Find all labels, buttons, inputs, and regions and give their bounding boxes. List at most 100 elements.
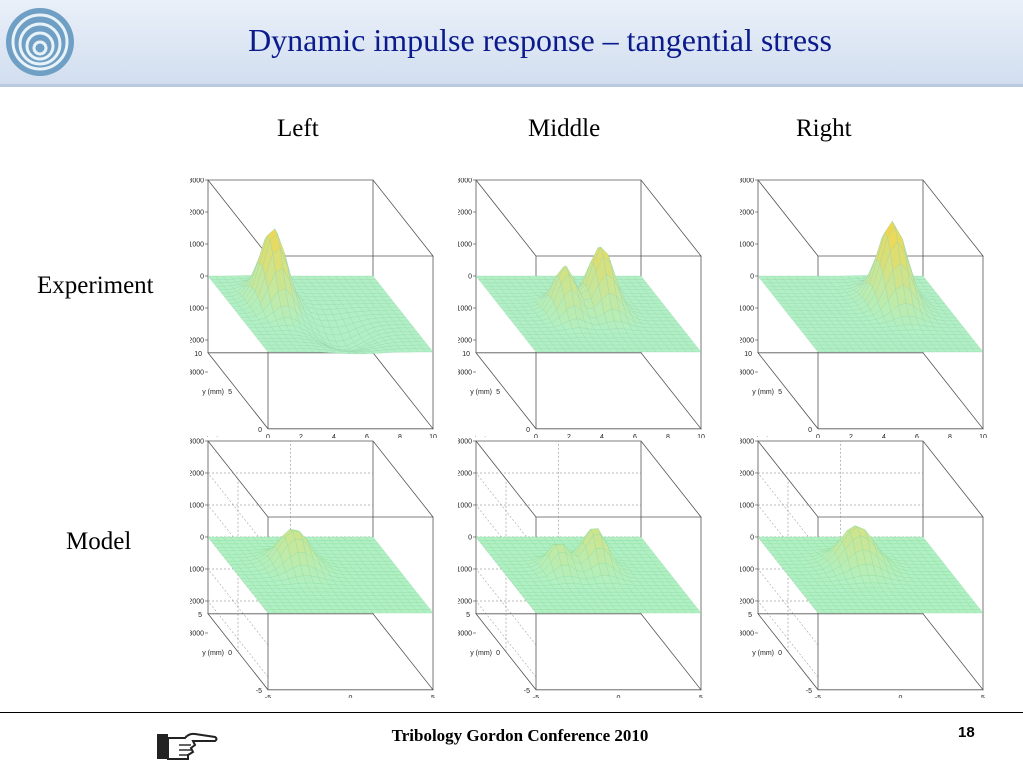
z-axis-label: σx (Pa) — [464, 436, 487, 437]
x-tick-label: 2 — [567, 434, 571, 438]
z-tick-label: 2000 — [458, 210, 472, 217]
x-tick-label: 6 — [915, 434, 919, 438]
plot-box-top — [475, 179, 702, 257]
z-tick-label: 2000 — [740, 471, 754, 478]
z-tick-label: -2000 — [740, 599, 754, 606]
y-tick-label: 5 — [496, 389, 500, 396]
z-tick-label: -2000 — [190, 599, 204, 606]
pointing-hand-icon[interactable] — [155, 728, 219, 762]
x-tick-label: 4 — [882, 434, 886, 438]
y-tick-label: 10 — [462, 351, 470, 358]
z-tick-label: -3000 — [458, 631, 472, 638]
header-bar — [0, 0, 1023, 84]
z-tick-label: 0 — [468, 274, 472, 281]
x-tick-label: 0 — [534, 434, 538, 438]
plot-box-bottom — [475, 613, 702, 691]
surface-cell — [422, 348, 434, 353]
y-tick-label: 0 — [228, 650, 232, 657]
x-tick-label: 6 — [633, 434, 637, 438]
z-tick-label: -1000 — [190, 306, 204, 313]
y-axis-label: y (mm) — [470, 650, 492, 657]
x-tick-label: -5 — [265, 695, 271, 698]
z-tick-label: 2000 — [458, 471, 472, 478]
z-tick-label: 0 — [750, 535, 754, 542]
plot-experiment-right: 3000 2000 1000 0 -1000 -2000 -3000 σx (Pa) 0 2 4 6 8… — [740, 178, 987, 438]
footer-divider — [0, 712, 1023, 713]
y-tick-label: -5 — [256, 688, 262, 695]
z-tick-label: -1000 — [740, 567, 754, 574]
x-tick-label: 8 — [948, 434, 952, 438]
column-label-left: Left — [277, 115, 319, 142]
surface-cell — [972, 609, 984, 614]
plot-box-bottom — [757, 352, 984, 430]
y-tick-label: 5 — [198, 612, 202, 619]
x-tick-label: 0 — [816, 434, 820, 438]
x-tick-label: 0 — [617, 695, 621, 698]
y-tick-label: 0 — [526, 427, 530, 434]
z-tick-label: 0 — [200, 535, 204, 542]
z-tick-label: 1000 — [740, 503, 754, 510]
y-tick-label: 0 — [496, 650, 500, 657]
x-tick-label: 0 — [349, 695, 353, 698]
plot-box-top — [475, 440, 702, 518]
footer-conference: Tribology Gordon Conference 2010 — [391, 726, 649, 745]
z-tick-label: 1000 — [740, 242, 754, 249]
column-label-right: Right — [796, 115, 852, 142]
z-tick-label: -3000 — [740, 370, 754, 377]
z-tick-label: 1000 — [190, 503, 204, 510]
header-divider — [0, 84, 1023, 87]
z-tick-label: 3000 — [740, 439, 754, 446]
x-tick-label: 5 — [431, 695, 435, 698]
y-tick-label: 5 — [466, 612, 470, 619]
z-tick-label: -3000 — [190, 631, 204, 638]
z-tick-label: 1000 — [190, 242, 204, 249]
y-tick-label: 0 — [258, 427, 262, 434]
z-tick-label: 0 — [468, 535, 472, 542]
plot-group: 3000 2000 1000 0 -1000 -2000 -3000 σx (Pa) 0 2 4 6 8… — [190, 178, 437, 438]
x-tick-label: 0 — [266, 434, 270, 438]
z-tick-label: -1000 — [458, 567, 472, 574]
z-tick-label: -1000 — [190, 567, 204, 574]
z-tick-label: 3000 — [740, 178, 754, 185]
x-tick-label: 10 — [429, 434, 437, 438]
z-tick-label: -3000 — [458, 370, 472, 377]
fingerprint-logo-icon — [6, 8, 74, 76]
z-tick-label: -2000 — [458, 599, 472, 606]
surface-cell — [690, 609, 702, 614]
plot-box-top — [757, 440, 984, 518]
slide-title: Dynamic impulse response – tangential st… — [248, 22, 832, 58]
x-tick-label: 5 — [699, 695, 703, 698]
y-tick-label: -5 — [806, 688, 812, 695]
surface-cell — [422, 609, 434, 614]
y-tick-label: 5 — [748, 612, 752, 619]
plot-box-bottom — [207, 613, 434, 691]
y-tick-label: 5 — [778, 389, 782, 396]
x-tick-label: 8 — [666, 434, 670, 438]
z-tick-label: 1000 — [458, 242, 472, 249]
x-tick-label: 10 — [979, 434, 987, 438]
plot-box-bottom — [207, 352, 434, 430]
z-tick-label: 3000 — [458, 439, 472, 446]
plot-group: 3000 2000 1000 0 -1000 -2000 -3000 σx (Pa) 0 2 4 6 8… — [740, 178, 987, 438]
plot-experiment-middle: 3000 2000 1000 0 -1000 -2000 -3000 σx (Pa) 0 2 4 6 8… — [458, 178, 705, 438]
y-tick-label: 0 — [808, 427, 812, 434]
plot-box-top — [757, 179, 984, 257]
y-tick-label: 10 — [744, 351, 752, 358]
z-tick-label: 3000 — [190, 439, 204, 446]
row-label-model: Model — [66, 528, 132, 555]
plot-box-top — [207, 179, 434, 257]
z-tick-label: 0 — [200, 274, 204, 281]
z-tick-label: 2000 — [740, 210, 754, 217]
y-tick-label: 0 — [778, 650, 782, 657]
plot-box-top — [207, 440, 434, 518]
z-axis-label: σx (Pa) — [196, 436, 219, 437]
column-label-middle: Middle — [528, 115, 601, 142]
y-axis-label: y (mm) — [202, 650, 224, 657]
x-tick-label: 2 — [849, 434, 853, 438]
x-tick-label: 10 — [697, 434, 705, 438]
